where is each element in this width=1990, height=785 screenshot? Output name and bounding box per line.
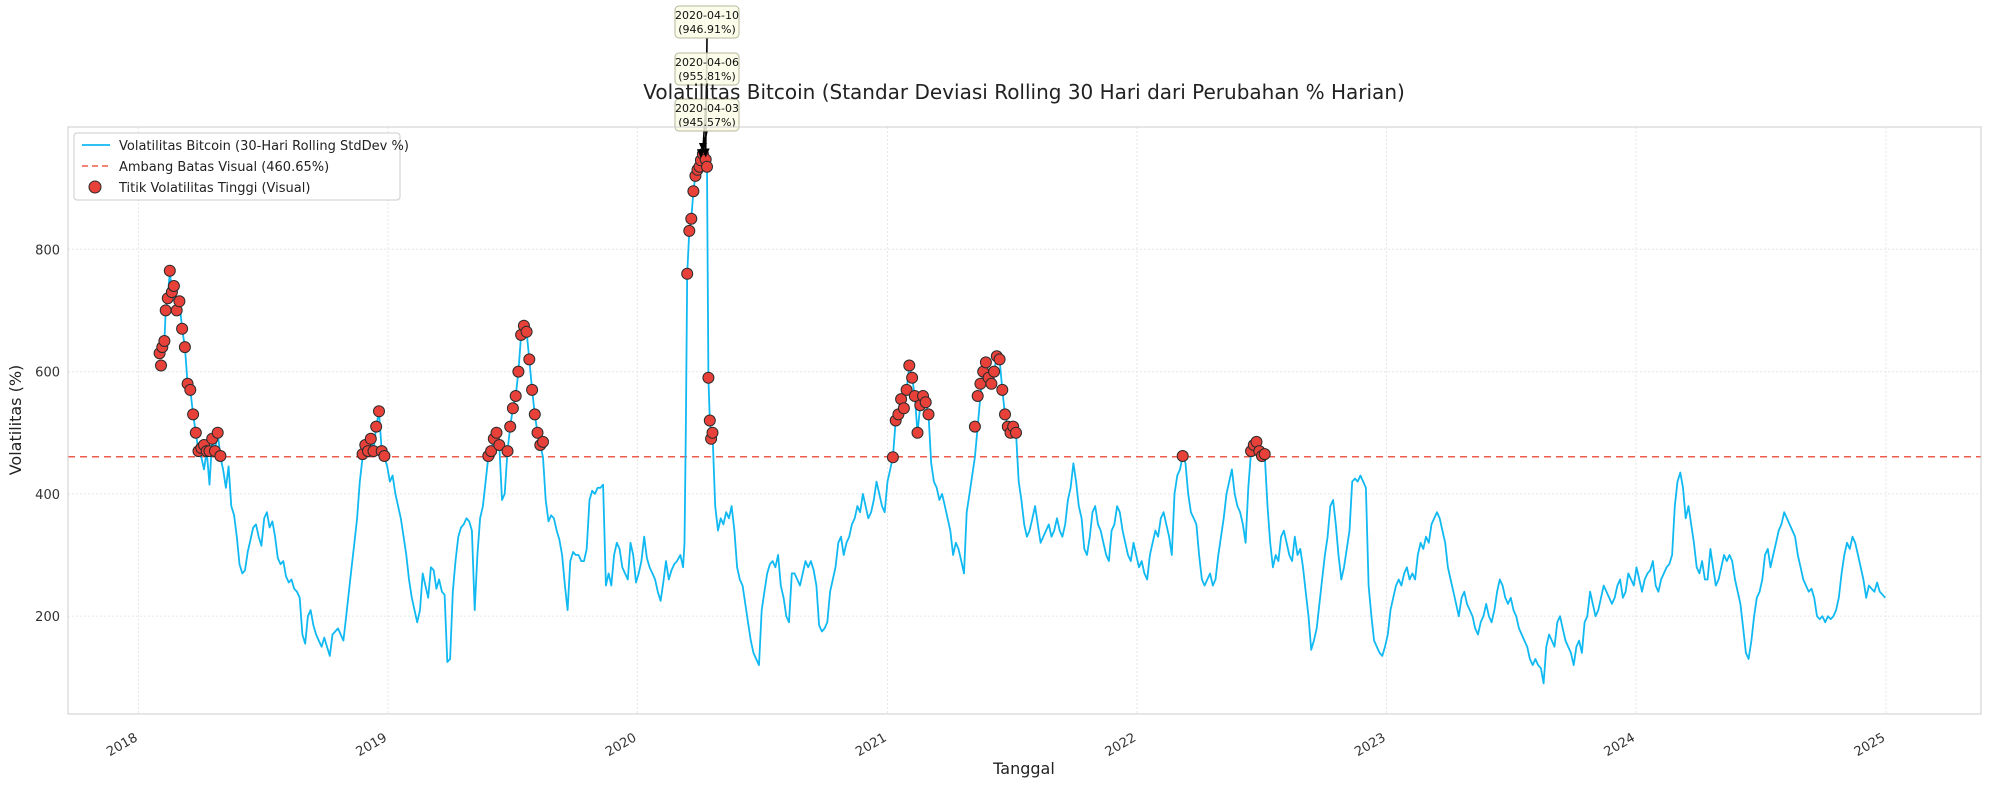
high-volatility-point	[173, 295, 186, 308]
high-volatility-point	[506, 402, 519, 415]
high-volatility-point	[528, 408, 541, 421]
high-volatility-point	[702, 371, 715, 384]
high-volatility-point	[1176, 450, 1189, 462]
annotation-box	[674, 52, 740, 86]
high-volatility-point	[996, 383, 1009, 396]
high-volatility-point	[911, 426, 924, 439]
y-tick-label: 400	[35, 488, 60, 503]
annotation-label: 2020-04-06	[675, 56, 739, 69]
high-volatility-point	[681, 267, 694, 280]
legend-item-threshold: Ambang Batas Visual (460.65%)	[119, 160, 329, 175]
annotation-label: (955.81%)	[678, 70, 736, 83]
annotation-arrowhead	[696, 149, 705, 159]
legend-point-swatch	[88, 180, 102, 194]
high-volatility-point	[155, 359, 167, 372]
high-volatility-point	[906, 371, 919, 384]
y-tick-label: 800	[35, 243, 60, 258]
annotation: 2020-04-03(945.57%)	[674, 98, 740, 159]
grid-layer	[68, 127, 1981, 714]
high-volatility-point	[184, 383, 197, 396]
annotation-label: 2020-04-03	[675, 102, 739, 115]
annotation-label: (946.91%)	[678, 23, 736, 36]
high-volatility-point	[701, 160, 713, 173]
high-volatility-point	[537, 435, 549, 448]
high-volatility-point	[373, 405, 385, 418]
y-tick-label: 200	[35, 610, 60, 625]
high-volatility-point	[531, 426, 544, 439]
annotation-label: (945.57%)	[678, 116, 736, 129]
high-volatility-point	[189, 426, 202, 439]
high-volatility-point	[158, 335, 171, 347]
legend: Volatilitas Bitcoin (30-Hari Rolling Std…	[73, 132, 409, 201]
high-volatility-point	[919, 396, 932, 409]
high-volatility-point	[509, 390, 522, 402]
high-volatility-point	[886, 451, 899, 464]
plot-frame	[67, 126, 1982, 715]
y-tick-label: 600	[35, 366, 60, 381]
high-volatility-point	[988, 365, 1001, 378]
x-axis-label: Tanggal	[992, 759, 1055, 778]
high-volatility-point	[504, 420, 517, 433]
high-volatility-point	[999, 408, 1011, 421]
high-volatility-point	[163, 264, 176, 277]
high-volatility-point	[187, 408, 200, 421]
high-volatility-point	[211, 426, 224, 439]
high-volatility-point	[900, 383, 913, 396]
high-volatility-point	[703, 414, 716, 427]
annotation: 2020-04-10(946.91%)	[674, 5, 740, 158]
high-volatility-point	[993, 353, 1006, 366]
high-volatility-point	[167, 280, 180, 292]
chart-title: Volatilitas Bitcoin (Standar Deviasi Rol…	[643, 80, 1405, 104]
high-volatility-point	[979, 356, 992, 369]
annotation-layer: 2020-04-10(946.91%)2020-04-06(955.81%)20…	[674, 5, 740, 159]
high-volatility-point	[178, 341, 191, 354]
high-volatility-point	[370, 420, 383, 433]
high-volatility-point	[526, 383, 539, 396]
high-volatility-point	[687, 185, 700, 198]
high-volatility-point	[176, 322, 189, 335]
high-volatility-point	[897, 402, 910, 415]
high-volatility-point	[378, 450, 391, 462]
high-volatility-point	[1010, 426, 1022, 439]
high-volatility-point	[512, 365, 525, 378]
legend-item-series: Volatilitas Bitcoin (30-Hari Rolling Std…	[119, 139, 409, 154]
high-volatility-point	[159, 304, 172, 317]
high-volatility-point	[903, 359, 916, 372]
legend-box	[73, 132, 401, 201]
high-volatility-point	[501, 445, 514, 458]
high-volatility-point	[485, 445, 498, 458]
high-volatility-point	[968, 420, 981, 433]
legend-item-points: Titik Volatilitas Tinggi (Visual)	[118, 181, 310, 196]
high-volatility-point	[490, 426, 503, 439]
high-volatility-point	[922, 408, 935, 421]
annotation-box	[674, 98, 740, 132]
high-volatility-point	[683, 224, 696, 237]
annotation-label: 2020-04-10	[675, 9, 739, 22]
high-volatility-point	[706, 426, 719, 439]
annotation-box	[674, 5, 740, 39]
high-volatility-point	[520, 325, 533, 338]
high-volatility-point	[1258, 448, 1271, 461]
high-volatility-point	[364, 432, 377, 445]
high-volatility-point	[214, 450, 227, 462]
high-volatility-point	[971, 390, 984, 402]
high-volatility-point	[685, 212, 698, 225]
high-volatility-point	[493, 439, 506, 451]
high-volatility-point	[985, 377, 998, 390]
high-volatility-point	[523, 353, 536, 366]
y-axis-label: Volatilitas (%)	[6, 365, 25, 476]
